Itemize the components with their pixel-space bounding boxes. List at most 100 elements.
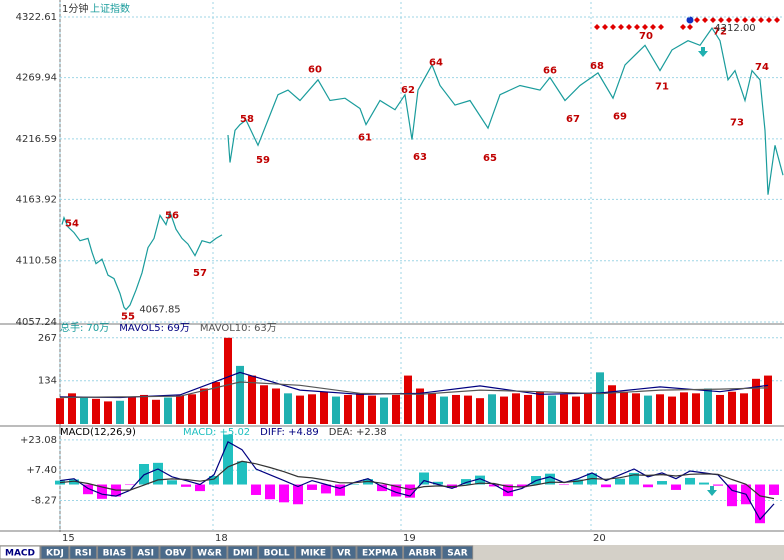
tab-background[interactable] (227, 545, 259, 560)
annotation: 4067.85 (139, 305, 180, 316)
bar (713, 484, 723, 486)
tab[interactable]: BOLL (258, 545, 296, 560)
bar (416, 388, 424, 424)
bar (545, 473, 555, 485)
annotation: 61 (358, 132, 372, 143)
bar (332, 396, 340, 424)
bar (727, 484, 737, 507)
tab-background[interactable] (0, 545, 41, 560)
annotation: 58 (240, 114, 254, 125)
tab-label[interactable]: RSI (75, 549, 92, 559)
tab-background[interactable] (356, 545, 404, 560)
y-tick-label: +23.08 (20, 435, 57, 446)
tab-background[interactable] (69, 545, 98, 560)
tab-background[interactable] (131, 545, 160, 560)
bar (596, 372, 604, 424)
bar (368, 395, 376, 424)
bar (632, 393, 640, 424)
tab[interactable]: VR (331, 545, 357, 560)
signal-arrow (707, 486, 717, 496)
bar (548, 395, 556, 424)
bar (188, 394, 196, 424)
signal-marker (650, 24, 656, 30)
tab-label[interactable]: BIAS (103, 549, 127, 559)
tab-background[interactable] (403, 545, 442, 560)
bar (503, 484, 513, 497)
tab-label[interactable]: OBV (165, 549, 186, 559)
y-tick-label: -8.27 (31, 496, 57, 507)
y-tick-label: 4057.24 (16, 317, 57, 328)
x-tick-label: 20 (593, 533, 606, 544)
tab-background[interactable] (258, 545, 296, 560)
tab[interactable]: KDJ (40, 545, 70, 560)
bar (377, 484, 387, 492)
tab-label[interactable]: VR (337, 549, 351, 559)
bar (153, 462, 163, 485)
bar (152, 399, 160, 424)
tab-background[interactable] (331, 545, 357, 560)
tab[interactable]: RSI (69, 545, 98, 560)
tab[interactable]: ARBR (403, 545, 442, 560)
tab-label[interactable]: MIKE (301, 549, 326, 559)
annotation: 65 (483, 153, 497, 164)
tab-label[interactable]: KDJ (46, 549, 64, 559)
bar (380, 397, 388, 424)
tab-background[interactable] (159, 545, 192, 560)
legend-entry: MACD: +5.02 (183, 427, 250, 438)
bar (83, 484, 93, 495)
tab[interactable]: MIKE (295, 545, 332, 560)
y-tick-label: 4163.92 (16, 194, 57, 205)
bar (704, 388, 712, 424)
tab[interactable]: EXPMA (356, 545, 404, 560)
tab-background[interactable] (40, 545, 70, 560)
bar (296, 395, 304, 424)
bar (92, 398, 100, 424)
bar (209, 476, 219, 485)
tab[interactable]: BIAS (97, 545, 132, 560)
annotation: 70 (639, 31, 653, 42)
signal-marker (750, 17, 756, 23)
bar (251, 484, 261, 495)
annotation: 60 (308, 64, 322, 75)
x-tick-label: 18 (215, 533, 228, 544)
signal-marker (710, 17, 716, 23)
annotation: 56 (165, 210, 179, 221)
tab-label[interactable]: SAR (447, 549, 467, 559)
tab-background[interactable] (97, 545, 132, 560)
tab-label[interactable]: ARBR (409, 549, 437, 559)
bar (224, 337, 232, 424)
bar (573, 479, 583, 485)
tab[interactable]: MACD (0, 545, 41, 560)
tab-label[interactable]: BOLL (264, 549, 290, 559)
bar (356, 393, 364, 424)
bar (572, 396, 580, 424)
chart-subtitle: 上证指数 (90, 2, 130, 15)
bar (657, 481, 667, 485)
tab-background[interactable] (295, 545, 332, 560)
tab-background[interactable] (191, 545, 228, 560)
bar (560, 394, 568, 424)
tab-label[interactable]: MACD (5, 549, 35, 559)
bar (176, 395, 184, 424)
bar (685, 477, 695, 485)
legend-entry: DEA: +2.38 (329, 427, 387, 438)
tab[interactable]: SAR (441, 545, 474, 560)
bar (404, 375, 412, 424)
bar (728, 391, 736, 424)
tab-background[interactable] (441, 545, 474, 560)
tab[interactable]: OBV (159, 545, 192, 560)
bar (195, 484, 205, 492)
bar (740, 393, 748, 424)
annotation: 66 (543, 66, 557, 77)
signal-marker (642, 24, 648, 30)
tab-label[interactable]: EXPMA (362, 549, 398, 559)
signal-marker (742, 17, 748, 23)
bar (440, 396, 448, 424)
tab-label[interactable]: ASI (137, 549, 154, 559)
tab[interactable]: DMI (227, 545, 259, 560)
tab-label[interactable]: W&R (197, 549, 222, 559)
tab[interactable]: ASI (131, 545, 160, 560)
tab[interactable]: W&R (191, 545, 228, 560)
tab-label[interactable]: DMI (233, 549, 253, 559)
signal-dot (686, 16, 694, 24)
